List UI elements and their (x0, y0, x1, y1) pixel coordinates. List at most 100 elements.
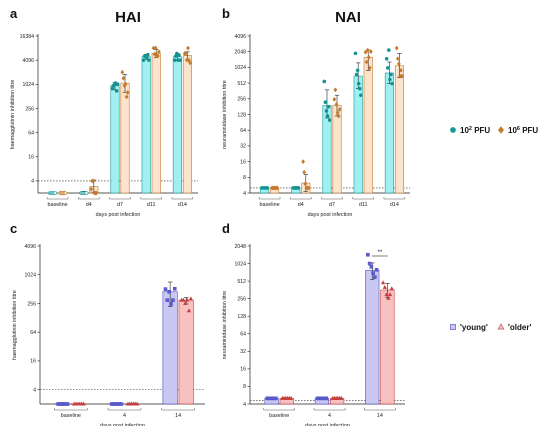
data-point (339, 395, 344, 400)
bar (120, 82, 130, 194)
y-tick-label: 64 (240, 128, 246, 134)
y-tick-label: 512 (237, 81, 246, 87)
data-point (388, 77, 392, 82)
title-nai: NAI (335, 9, 361, 26)
data-point (265, 186, 270, 190)
panel-label-c: c (10, 221, 17, 236)
data-point (152, 51, 157, 57)
legend-bottom-marker (450, 324, 456, 330)
y-tick-label: 64 (240, 332, 246, 338)
y-tick-label: 16 (28, 155, 34, 161)
charts: a 4 16 64 256 1024 4096 16384 haemagglutinin inh… (10, 6, 410, 426)
chart-panel-a: a 4 16 64 256 1024 4096 16384 haemagglutinin inh… (10, 6, 198, 218)
y-tick-label: 256 (237, 296, 246, 302)
data-point (147, 58, 151, 62)
y-tick-label: 512 (237, 279, 246, 285)
x-category-label: baseline (61, 413, 81, 419)
data-point (396, 61, 401, 67)
data-point (369, 265, 374, 269)
data-point (186, 308, 192, 313)
data-point (303, 181, 308, 187)
x-axis-label: days post infection (305, 423, 350, 426)
x-category-label: d11 (147, 202, 156, 208)
x-category-label: 14 (377, 413, 383, 419)
data-point (172, 286, 177, 291)
data-point (332, 96, 337, 102)
y-tick-label: 16 (30, 359, 36, 365)
x-category-label: 4 (328, 413, 331, 419)
y-tick-label: 4096 (22, 58, 34, 64)
data-point (384, 292, 389, 297)
data-point (382, 284, 387, 289)
data-point (367, 261, 372, 266)
data-point (387, 292, 393, 297)
bar (162, 291, 178, 405)
legend-bottom-item: 'older' (497, 323, 531, 332)
legend-top-label: 106 PFU (508, 126, 538, 135)
y-tick-label: 128 (237, 112, 246, 118)
data-point (358, 86, 362, 91)
data-point (359, 93, 363, 98)
data-point (380, 280, 386, 285)
title-hai: HAI (115, 9, 141, 26)
x-axis-label: days post infection (100, 423, 145, 426)
x-category-label: d14 (390, 202, 399, 208)
y-tick-label: 2048 (234, 244, 246, 250)
bar (110, 85, 120, 194)
y-tick-label: 4096 (24, 244, 36, 250)
bar (380, 289, 395, 405)
data-point (327, 118, 332, 122)
data-point (275, 185, 280, 191)
x-category-label: 14 (175, 413, 181, 419)
data-point (400, 73, 404, 79)
bar (394, 65, 404, 194)
y-tick-label: 4 (31, 179, 34, 185)
y-tick-label: 1024 (24, 273, 36, 279)
y-tick-label: 8 (243, 175, 246, 181)
data-point (184, 297, 190, 302)
bar (363, 56, 373, 194)
legend-top-marker (498, 126, 504, 134)
data-point (155, 53, 160, 59)
data-point (157, 49, 161, 55)
y-tick-label: 4096 (234, 34, 246, 40)
data-point (322, 79, 327, 84)
data-point (188, 60, 192, 66)
data-point (374, 268, 379, 272)
chart-panel-b: b 4 8 16 32 64 128 256 512 1024 2048 4096 neuraminid… (222, 6, 410, 218)
data-point (115, 82, 120, 87)
data-point (366, 54, 371, 60)
data-point (146, 52, 150, 57)
data-point (114, 89, 119, 93)
data-point (385, 66, 390, 70)
data-point (395, 56, 400, 62)
x-category-label: d11 (359, 202, 368, 208)
data-point (386, 295, 391, 300)
y-tick-label: 4 (243, 402, 246, 408)
bar (332, 105, 342, 194)
panel-label-d: d (222, 221, 230, 236)
y-tick-label: 32 (240, 144, 246, 150)
data-point (390, 81, 394, 86)
data-point (94, 190, 99, 196)
data-point (333, 87, 338, 93)
data-point (125, 90, 130, 95)
data-point (120, 69, 125, 75)
data-point (366, 252, 370, 257)
bar (384, 72, 394, 194)
data-point (65, 402, 70, 406)
x-category-label: baseline (269, 413, 289, 419)
x-category-label: 4 (123, 413, 126, 419)
data-point (367, 65, 372, 71)
y-tick-label: 16 (240, 159, 246, 165)
y-tick-label: 1024 (234, 261, 246, 267)
data-point (172, 58, 177, 62)
data-point (353, 51, 358, 56)
legend-bottom-label: 'older' (508, 323, 531, 332)
data-point (141, 58, 146, 62)
y-tick-label: 4 (243, 191, 246, 197)
data-point (153, 45, 158, 51)
data-point (324, 396, 329, 401)
legends: 102 PFU 106 PFU 'young' 'older' (450, 126, 538, 332)
